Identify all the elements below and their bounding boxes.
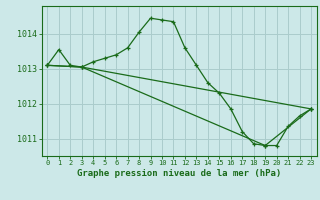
X-axis label: Graphe pression niveau de la mer (hPa): Graphe pression niveau de la mer (hPa) bbox=[77, 169, 281, 178]
